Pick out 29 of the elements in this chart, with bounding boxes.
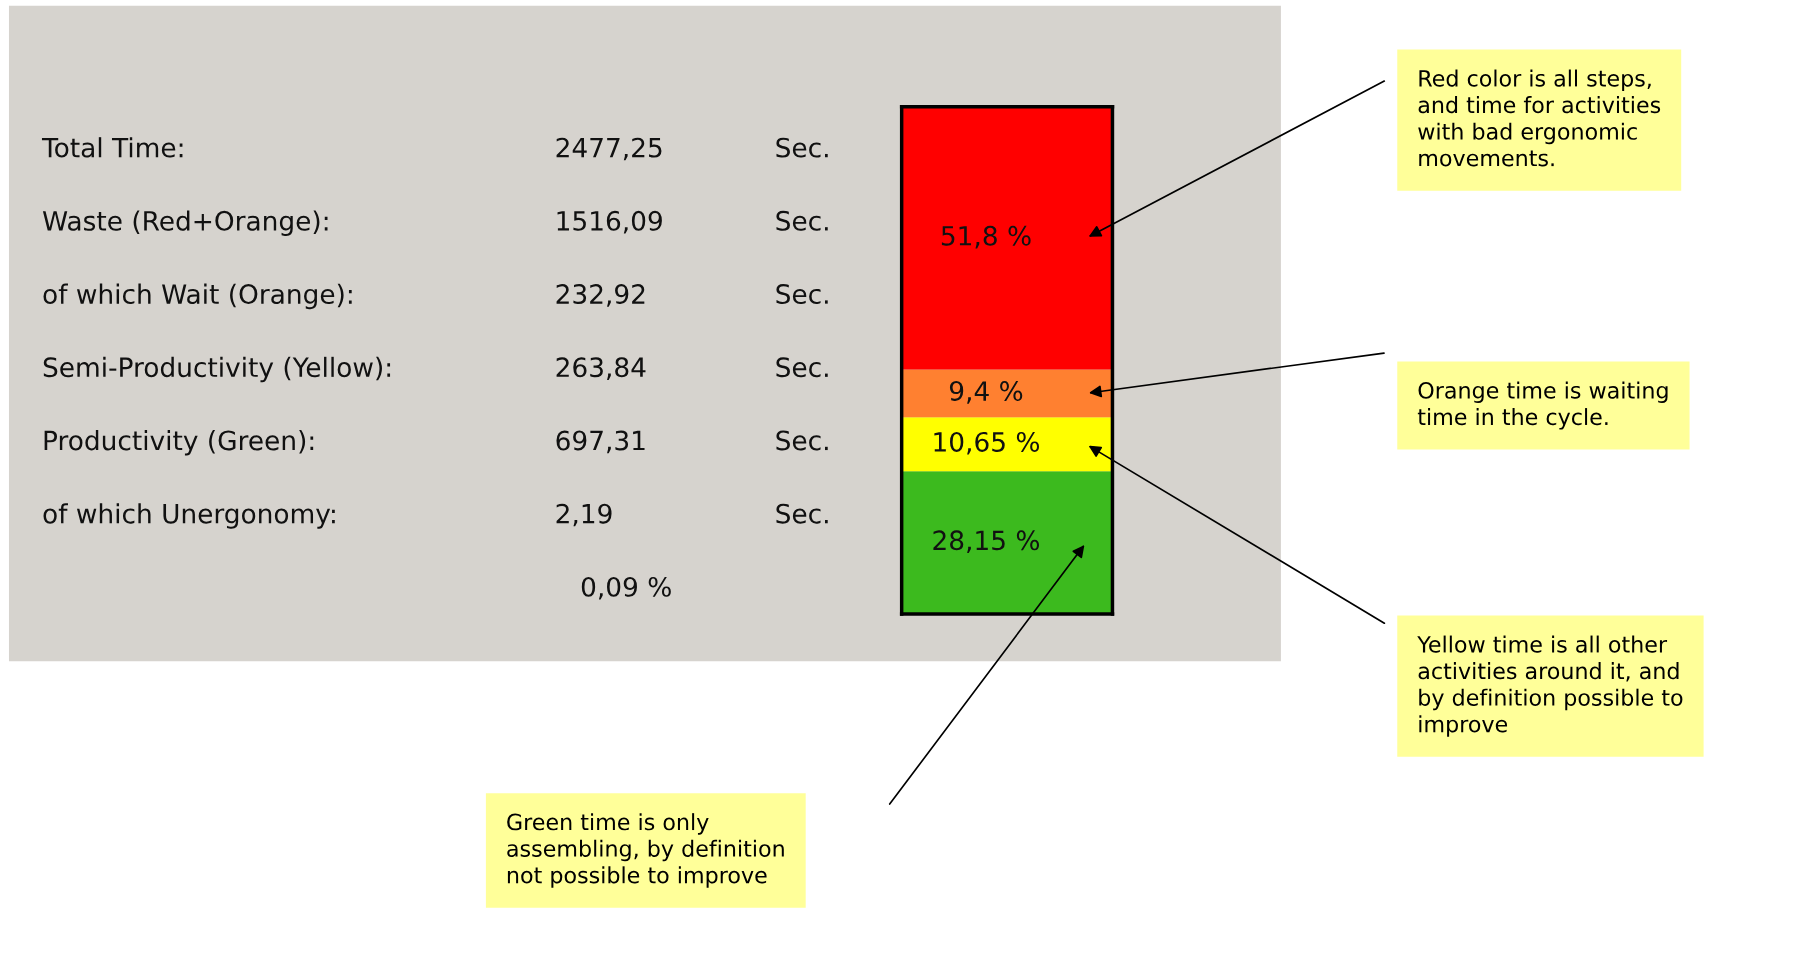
text: 0,09 % <box>581 576 671 600</box>
text: Semi-Productivity (Yellow): <box>43 356 391 383</box>
text: 1516,09 <box>557 210 662 234</box>
text: 263,84 <box>556 357 646 380</box>
data-label: 9,4 % <box>949 381 1023 404</box>
text: Sec. <box>776 284 828 305</box>
text: of which Wait (Orange): <box>43 283 352 310</box>
text: Total Time: <box>41 137 183 158</box>
text: of which Unergonomy: <box>43 503 335 529</box>
text: Waste (Red+Orange): <box>42 210 328 236</box>
text: Orange time is waiting time in the cycle. <box>1417 381 1668 430</box>
data-label: 10,65 % <box>934 431 1040 455</box>
text: Sec. <box>776 137 828 158</box>
text: Sec. <box>776 210 828 231</box>
bar <box>901 369 1113 418</box>
text: Productivity (Green): <box>44 430 314 456</box>
text: Red color is all steps, and time for activities with bad ergonomic movements. <box>1418 69 1661 167</box>
text: Sec. <box>776 430 828 451</box>
text: 2477,25 <box>556 137 662 161</box>
text: 2,19 <box>556 503 612 527</box>
text: Green time is only assembling, by definition not possible to improve <box>507 813 784 888</box>
text: Sec. <box>776 357 828 378</box>
data-label: 51,8 % <box>941 225 1031 249</box>
text: 232,92 <box>556 284 645 307</box>
text: 697,31 <box>556 430 645 454</box>
text: Yellow time is all other activities around it, and by definition possible to improve <box>1417 635 1683 737</box>
data-label: 28,15 % <box>933 530 1040 554</box>
text: Sec. <box>776 503 828 524</box>
bar <box>901 417 1113 472</box>
